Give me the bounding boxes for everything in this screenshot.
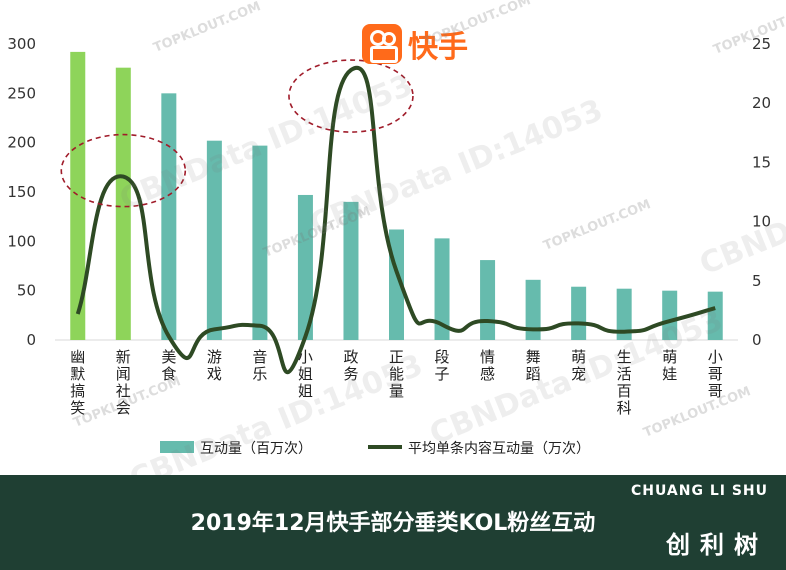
kuaishou-logo: 快手 [362,22,468,66]
x-tick-label: 小哥哥 [708,348,723,400]
y-right-tick-label: 25 [752,35,771,53]
bar [434,238,450,340]
bar [571,286,587,340]
bar [115,67,131,341]
y-left-tick-label: 50 [17,282,36,300]
legend-label-bar: 互动量（百万次） [200,441,312,457]
x-tick-label: 游戏 [207,348,222,383]
bar [480,260,496,340]
x-tick-label: 小姐姐 [298,348,313,400]
bar [662,290,678,340]
x-tick-label: 幽默搞笑 [70,348,85,417]
x-tick-label: 新闻社会 [116,348,131,417]
x-tick-label: 萌娃 [662,348,677,383]
x-tick-label: 音乐 [252,348,267,383]
y-left-tick-label: 150 [7,183,36,201]
chart: 0 50 100 150 200 250 300 0 5 10 15 20 25 幽默搞笑 新闻社会 美食游戏… [7,35,771,457]
y-right-tick-label: 10 [752,213,771,231]
line-series-path [75,65,716,375]
chart-title: 2019年12月快手部分垂类KOL粉丝互动 [190,511,596,536]
x-tick-label: 萌宠 [571,348,586,383]
y-left-tick-label: 200 [7,134,36,152]
bar [297,194,313,340]
brand-english: CHUANG LI SHU [630,483,768,499]
x-tick-label: 生活百科 [617,348,632,417]
kuaishou-camera-icon [362,24,402,64]
footer-banner: 2019年12月快手部分垂类KOL粉丝互动 CHUANG LI SHU 创利树 [0,475,786,570]
bar [252,145,268,340]
y-left-tick-label: 300 [7,35,36,53]
x-tick-label: 政务 [343,348,358,383]
bar [707,291,723,340]
x-tick-label: 美食 [161,348,176,383]
y-left-tick-label: 250 [7,84,36,102]
bar [525,279,541,340]
bar [161,93,177,340]
bar [206,140,222,340]
y-left-tick-label: 100 [7,232,36,250]
x-tick-label: 情感 [480,348,495,383]
y-left-tick-label: 0 [26,331,36,349]
y-right-tick-label: 15 [752,153,771,171]
logo-text: 快手 [408,30,468,65]
highlight-ellipse [60,133,187,208]
brand-chinese: 创利树 [666,531,768,559]
highlight-ellipse [288,59,414,133]
legend-swatch-bar [160,441,194,453]
bar [343,201,359,340]
x-tick-label: 舞蹈 [526,348,541,383]
x-tick-label: 段子 [435,348,450,383]
y-right-tick-label: 5 [752,272,762,290]
legend-label-line: 平均单条内容互动量（万次） [408,440,590,457]
y-right-tick-label: 0 [752,331,762,349]
bar [616,288,632,340]
bar [70,51,86,340]
y-right-tick-label: 20 [752,94,771,112]
x-tick-label: 正能量 [389,348,404,400]
